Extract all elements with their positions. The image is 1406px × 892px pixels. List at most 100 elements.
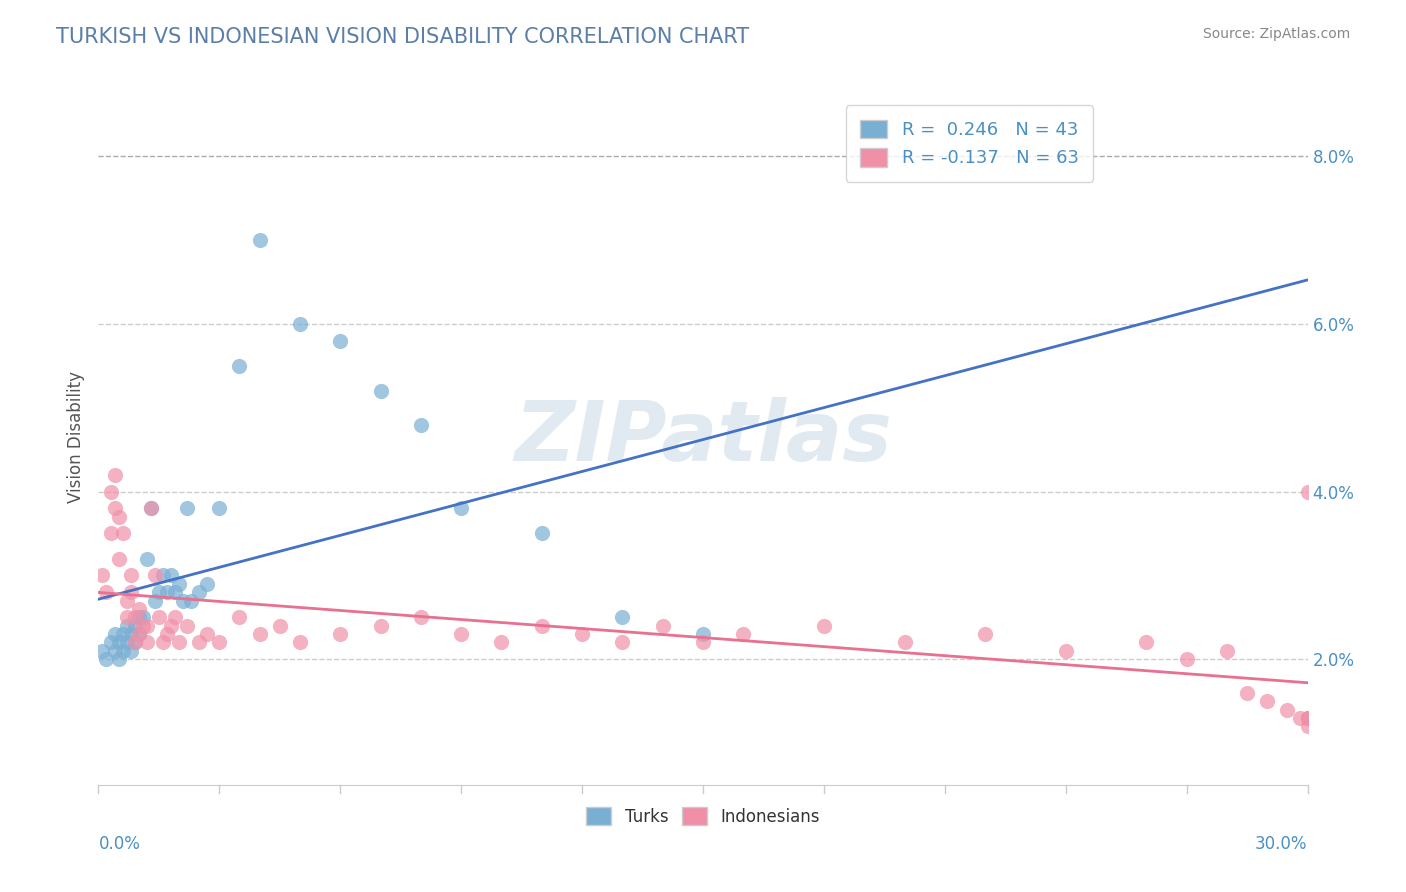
Point xyxy=(651,618,673,632)
Point xyxy=(208,635,231,649)
Point xyxy=(156,585,179,599)
Point xyxy=(1135,635,1157,649)
Point xyxy=(96,585,118,599)
Point xyxy=(124,635,146,649)
Point xyxy=(329,627,352,641)
Point xyxy=(893,635,915,649)
Point xyxy=(228,610,250,624)
Point xyxy=(160,568,183,582)
Text: 0.0%: 0.0% xyxy=(98,835,141,854)
Point xyxy=(128,602,150,616)
Point xyxy=(1296,711,1319,725)
Point xyxy=(135,551,157,566)
Point xyxy=(115,618,138,632)
Point xyxy=(450,627,472,641)
Point xyxy=(124,610,146,624)
Point xyxy=(139,501,162,516)
Point xyxy=(813,618,835,632)
Y-axis label: Vision Disability: Vision Disability xyxy=(66,371,84,503)
Point xyxy=(152,635,174,649)
Text: ZIPatlas: ZIPatlas xyxy=(515,397,891,477)
Point xyxy=(120,627,142,641)
Point xyxy=(115,610,138,624)
Point xyxy=(111,526,134,541)
Point xyxy=(103,501,125,516)
Point xyxy=(120,644,142,658)
Point xyxy=(96,652,118,666)
Point xyxy=(450,501,472,516)
Point xyxy=(530,526,553,541)
Point xyxy=(132,618,155,632)
Point xyxy=(228,359,250,373)
Point xyxy=(530,618,553,632)
Point xyxy=(1175,652,1198,666)
Point xyxy=(571,627,593,641)
Point xyxy=(143,568,166,582)
Point xyxy=(103,467,125,482)
Point xyxy=(692,635,714,649)
Point xyxy=(100,526,122,541)
Point xyxy=(132,610,155,624)
Point xyxy=(176,501,198,516)
Point xyxy=(249,233,271,247)
Point xyxy=(128,610,150,624)
Point xyxy=(1296,484,1319,499)
Point xyxy=(163,585,186,599)
Point xyxy=(612,610,634,624)
Text: 30.0%: 30.0% xyxy=(1256,835,1308,854)
Point xyxy=(176,618,198,632)
Point xyxy=(612,635,634,649)
Point xyxy=(107,509,129,524)
Text: Source: ZipAtlas.com: Source: ZipAtlas.com xyxy=(1202,27,1350,41)
Point xyxy=(188,635,211,649)
Point xyxy=(1236,686,1258,700)
Point xyxy=(111,644,134,658)
Point xyxy=(124,618,146,632)
Point xyxy=(288,317,311,331)
Text: TURKISH VS INDONESIAN VISION DISABILITY CORRELATION CHART: TURKISH VS INDONESIAN VISION DISABILITY … xyxy=(56,27,749,46)
Point xyxy=(1054,644,1077,658)
Point xyxy=(139,501,162,516)
Point xyxy=(91,644,114,658)
Point xyxy=(188,585,211,599)
Point xyxy=(156,627,179,641)
Point xyxy=(1256,694,1278,708)
Point xyxy=(128,627,150,641)
Point xyxy=(143,593,166,607)
Point xyxy=(135,635,157,649)
Point xyxy=(124,635,146,649)
Legend: Turks, Indonesians: Turks, Indonesians xyxy=(579,801,827,832)
Point xyxy=(172,593,194,607)
Point xyxy=(100,484,122,499)
Point xyxy=(1296,719,1319,733)
Point xyxy=(269,618,291,632)
Point xyxy=(370,384,392,398)
Point xyxy=(195,576,218,591)
Point xyxy=(107,635,129,649)
Point xyxy=(409,610,432,624)
Point xyxy=(148,585,170,599)
Point xyxy=(409,417,432,432)
Point xyxy=(163,610,186,624)
Point xyxy=(1288,711,1310,725)
Point xyxy=(120,568,142,582)
Point xyxy=(120,585,142,599)
Point xyxy=(491,635,513,649)
Point xyxy=(180,593,202,607)
Point xyxy=(974,627,997,641)
Point xyxy=(733,627,755,641)
Point xyxy=(115,593,138,607)
Point xyxy=(100,635,122,649)
Point xyxy=(249,627,271,641)
Point xyxy=(692,627,714,641)
Point xyxy=(167,635,190,649)
Point xyxy=(195,627,218,641)
Point xyxy=(107,551,129,566)
Point xyxy=(128,627,150,641)
Point xyxy=(1216,644,1239,658)
Point xyxy=(148,610,170,624)
Point xyxy=(107,652,129,666)
Point xyxy=(288,635,311,649)
Point xyxy=(208,501,231,516)
Point xyxy=(103,627,125,641)
